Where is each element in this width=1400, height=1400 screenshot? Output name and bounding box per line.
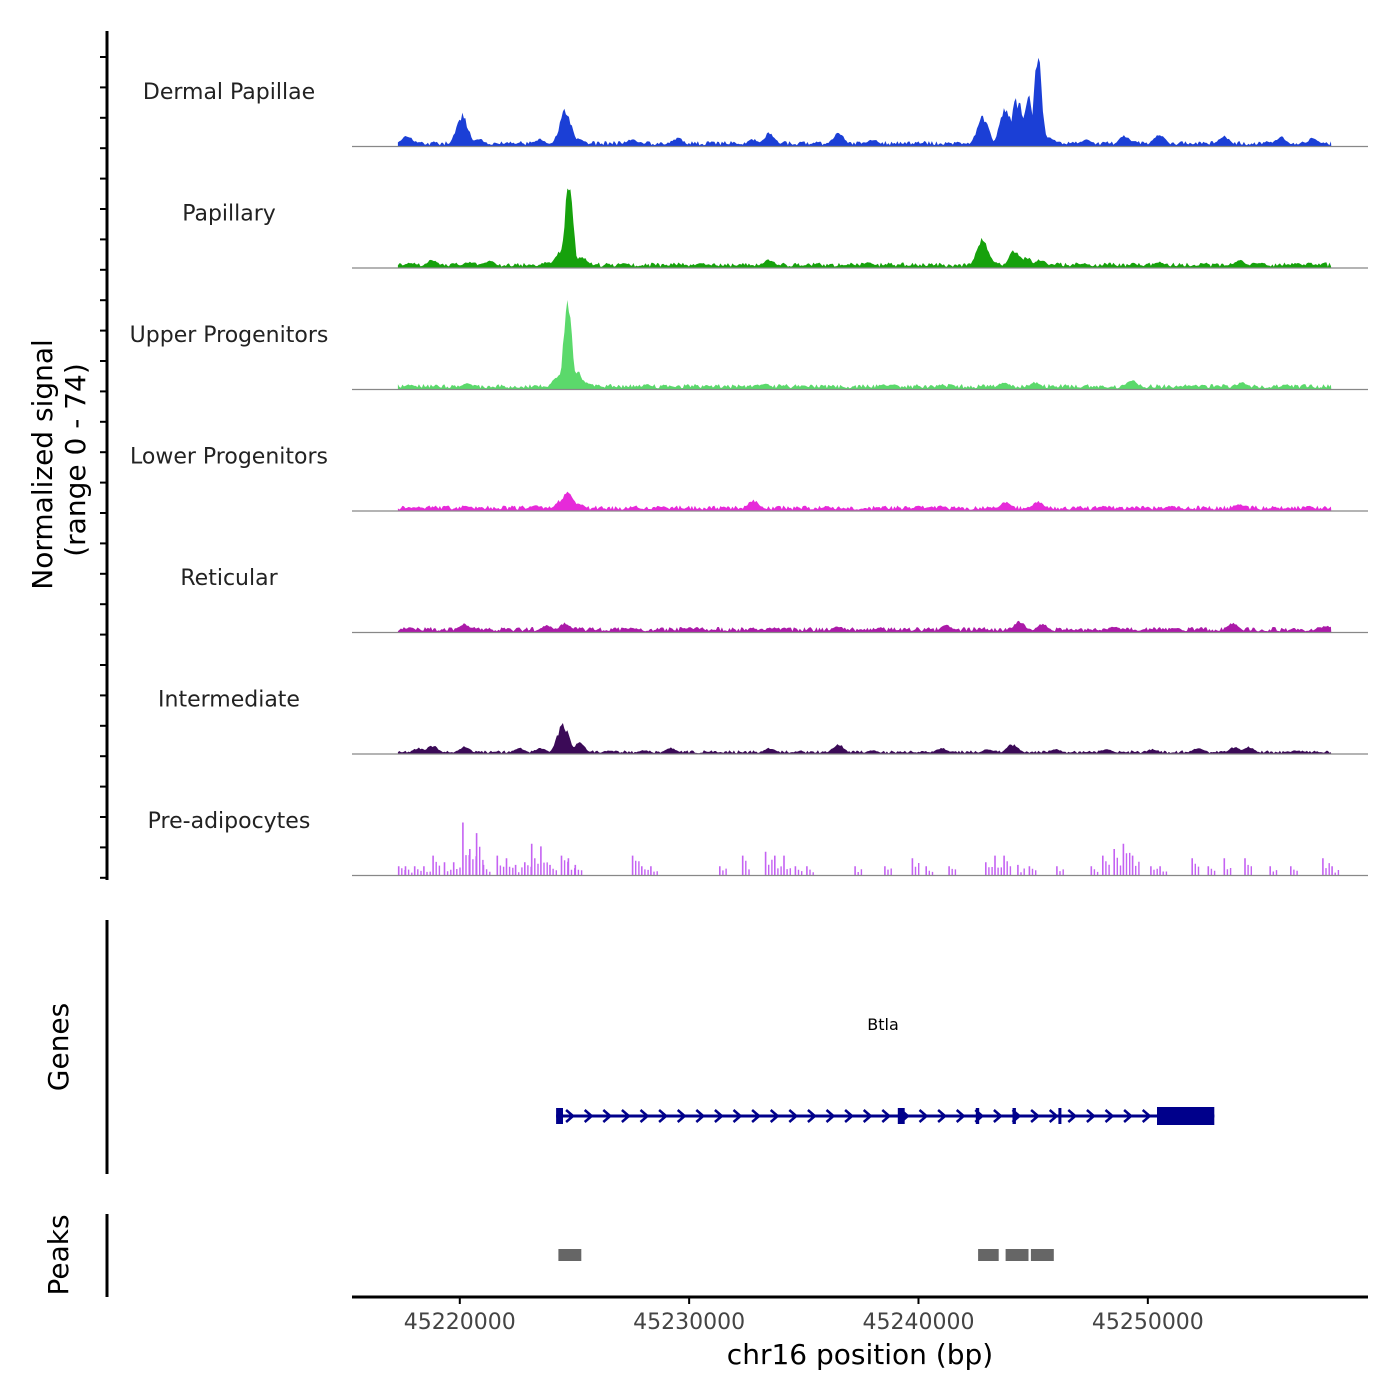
track-intermediate: Intermediate (158, 688, 1368, 755)
strand-arrow (621, 1109, 631, 1123)
strand-arrow (1086, 1109, 1096, 1123)
strand-arrow (788, 1109, 799, 1123)
strand-arrow (695, 1109, 706, 1123)
signal-y-axis (100, 31, 109, 880)
track-dermal-papillae: Dermal Papillae (143, 57, 1368, 148)
gene-name-label: Btla (867, 1015, 899, 1034)
track-label: Reticular (180, 566, 278, 591)
x-tick-label: 45240000 (862, 1310, 974, 1335)
x-axis: 45220000 45230000 45240000 45250000 (352, 1295, 1368, 1335)
track-lower-progenitors: Lower Progenitors (130, 445, 1368, 512)
strand-arrow (658, 1109, 669, 1123)
x-tick-label: 45250000 (1092, 1310, 1204, 1335)
peak-region (1005, 1249, 1029, 1261)
exon-block (1058, 1108, 1062, 1124)
strand-arrow (676, 1109, 687, 1123)
strand-arrow (825, 1109, 836, 1123)
track-papillary: Papillary (182, 188, 1368, 269)
strand-arrow (918, 1109, 929, 1123)
strand-arrow (1048, 1109, 1059, 1123)
y-axis-title: Normalized signal (range 0 - 74) (26, 330, 92, 589)
track-signal-area (397, 57, 1332, 147)
y-axis-title-range: (range 0 - 74) (59, 363, 92, 557)
track-signal-area (397, 491, 1332, 511)
gene-model: Btla (556, 1015, 1215, 1125)
track-signal-area (397, 300, 1332, 390)
strand-arrow (881, 1109, 892, 1123)
strand-arrow (1067, 1109, 1078, 1123)
exon-block (556, 1108, 563, 1124)
peak-region (1030, 1249, 1054, 1261)
strand-arrow (639, 1109, 650, 1123)
track-signal-area (397, 723, 1332, 754)
peak-regions (558, 1249, 1054, 1261)
track-label: Lower Progenitors (130, 445, 328, 470)
strand-arrow (1104, 1109, 1115, 1123)
x-tick-label: 45220000 (404, 1310, 516, 1335)
x-axis-title: chr16 position (bp) (727, 1338, 993, 1371)
strand-arrow (937, 1109, 948, 1123)
strand-arrow (1123, 1109, 1134, 1123)
strand-arrow (955, 1109, 966, 1123)
track-pre-adipocytes: Pre-adipocytes (148, 809, 1368, 877)
strand-arrow (751, 1109, 762, 1123)
track-reticular: Reticular (180, 566, 1368, 634)
strand-arrow (1141, 1109, 1152, 1123)
strand-arrow (862, 1109, 873, 1123)
strand-arrow (565, 1109, 576, 1123)
track-label: Papillary (182, 202, 276, 227)
strand-arrow (769, 1109, 780, 1123)
peak-region (558, 1249, 582, 1261)
strand-arrow (993, 1109, 1003, 1123)
peaks-panel-label: Peaks (42, 1214, 75, 1295)
signal-tracks: Dermal Papillae Papillary Upper Progenitor… (130, 57, 1368, 877)
peak-region (978, 1249, 999, 1261)
strand-arrow (844, 1109, 855, 1123)
strand-arrow (732, 1109, 743, 1123)
y-axis-title-main: Normalized signal (26, 339, 59, 590)
track-signal-area (397, 620, 1332, 633)
x-tick-label: 45230000 (633, 1310, 745, 1335)
track-signal-area (397, 188, 1332, 268)
track-label: Intermediate (158, 688, 300, 713)
strand-arrow (1030, 1109, 1041, 1123)
exon-block (897, 1108, 905, 1124)
exon-utr-block (1157, 1107, 1215, 1125)
genes-panel-label: Genes (42, 1003, 75, 1091)
strand-arrow (807, 1109, 817, 1123)
exon-block (1012, 1108, 1016, 1124)
track-signal-area (397, 822, 1340, 876)
exon-block (975, 1108, 980, 1124)
strand-arrow (583, 1109, 594, 1123)
track-label: Pre-adipocytes (148, 809, 311, 834)
track-label: Upper Progenitors (130, 323, 329, 348)
strand-arrow (602, 1109, 613, 1123)
track-upper-progenitors: Upper Progenitors (130, 300, 1368, 391)
strand-arrow (714, 1109, 724, 1123)
track-label: Dermal Papillae (143, 80, 315, 105)
